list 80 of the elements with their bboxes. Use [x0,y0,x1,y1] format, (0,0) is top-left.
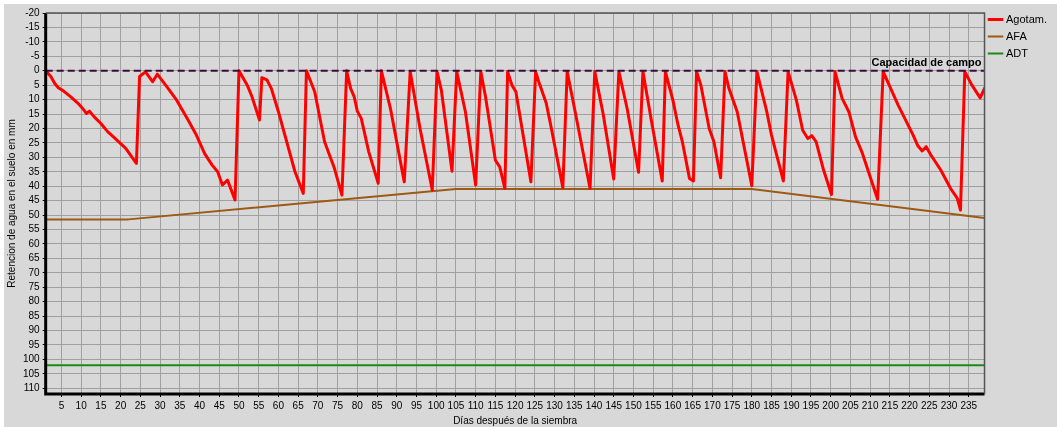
y-tick-label: 25 [28,136,41,148]
x-tick-label: 15 [95,399,107,411]
y-tick-label: 55 [28,223,41,235]
x-tick-label: 100 [427,399,445,411]
x-tick-label: 235 [960,399,978,411]
y-tick-label: 0 [34,64,41,76]
x-tick-label: 175 [723,399,741,411]
x-tick-label: 35 [174,399,186,411]
x-tick-label: 135 [565,399,584,411]
y-tick-label: 35 [28,165,41,177]
x-tick-label: 85 [371,399,384,411]
y-tick-label: 90 [28,324,41,336]
x-tick-label: 170 [704,399,722,411]
y-tick-label: 5 [34,78,41,90]
x-tick-label: 20 [115,399,127,411]
x-tick-label: 120 [506,399,524,411]
x-tick-label: 55 [253,399,265,411]
x-tick-label: 115 [487,399,504,411]
y-tick-label: -5 [30,50,41,62]
x-tick-label: 200 [822,399,840,411]
x-tick-label: 160 [664,399,682,411]
x-tick-label: 90 [391,399,403,411]
x-axis-title: Días después de la siembra [453,414,578,426]
y-axis-title: Retencion de agua en el suelo en mm [5,119,17,288]
x-tick-label: 165 [684,399,702,411]
y-tick-label: -10 [25,35,41,47]
y-tick-label: -20 [25,6,41,18]
y-tick-label: 95 [28,338,41,350]
legend-label: ADT [1006,46,1029,59]
y-tick-label: 100 [23,353,41,365]
x-tick-label: 205 [842,399,860,411]
x-tick-label: 190 [782,399,801,411]
legend-label: Agotam. [1006,12,1047,25]
y-tick-label: 10 [28,93,41,105]
x-tick-label: 230 [940,399,958,411]
x-tick-label: 75 [332,399,344,411]
x-tick-label: 130 [546,399,564,411]
y-tick-label: 60 [28,237,41,249]
x-tick-label: 180 [743,399,761,411]
x-tick-label: 195 [802,399,820,411]
y-tick-label: 65 [28,252,41,264]
y-tick-label: 50 [28,208,41,220]
x-tick-label: 110 [467,399,485,411]
x-tick-label: 225 [920,399,939,411]
x-tick-label: 80 [351,399,364,411]
y-tick-label: 45 [28,194,41,206]
y-tick-label: 110 [23,381,41,393]
x-tick-label: 210 [861,399,879,411]
x-tick-label: 105 [447,399,465,411]
y-tick-label: 105 [23,367,41,379]
x-tick-label: 145 [605,399,623,411]
y-tick-label: 70 [28,266,41,278]
x-tick-label: 150 [625,399,643,411]
x-tick-label: 50 [233,399,245,411]
y-tick-label: 80 [28,295,41,307]
y-tick-label: 85 [28,309,41,321]
x-tick-label: 10 [75,399,88,411]
x-tick-label: 60 [272,399,285,411]
x-tick-label: 30 [154,399,167,411]
x-tick-label: 5 [58,399,65,411]
x-tick-label: 220 [901,399,919,411]
x-tick-label: 25 [134,399,147,411]
ref-line-label: Capacidad de campo [871,56,982,69]
y-tick-label: 40 [28,179,41,191]
y-tick-label: 15 [28,107,41,119]
y-tick-label: 75 [28,280,41,292]
legend-label: AFA [1006,29,1028,42]
x-tick-label: 125 [526,399,544,411]
x-tick-label: 70 [312,399,324,411]
x-tick-label: 95 [410,399,423,411]
y-tick-label: -15 [25,21,41,33]
x-tick-label: 45 [213,399,226,411]
y-tick-label: 30 [28,151,41,163]
x-tick-label: 65 [292,399,305,411]
x-tick-label: 185 [763,399,781,411]
x-tick-label: 215 [881,399,899,411]
x-tick-label: 40 [193,399,206,411]
y-tick-label: 20 [28,122,41,134]
x-tick-label: 155 [644,399,662,411]
x-tick-label: 140 [585,399,603,411]
